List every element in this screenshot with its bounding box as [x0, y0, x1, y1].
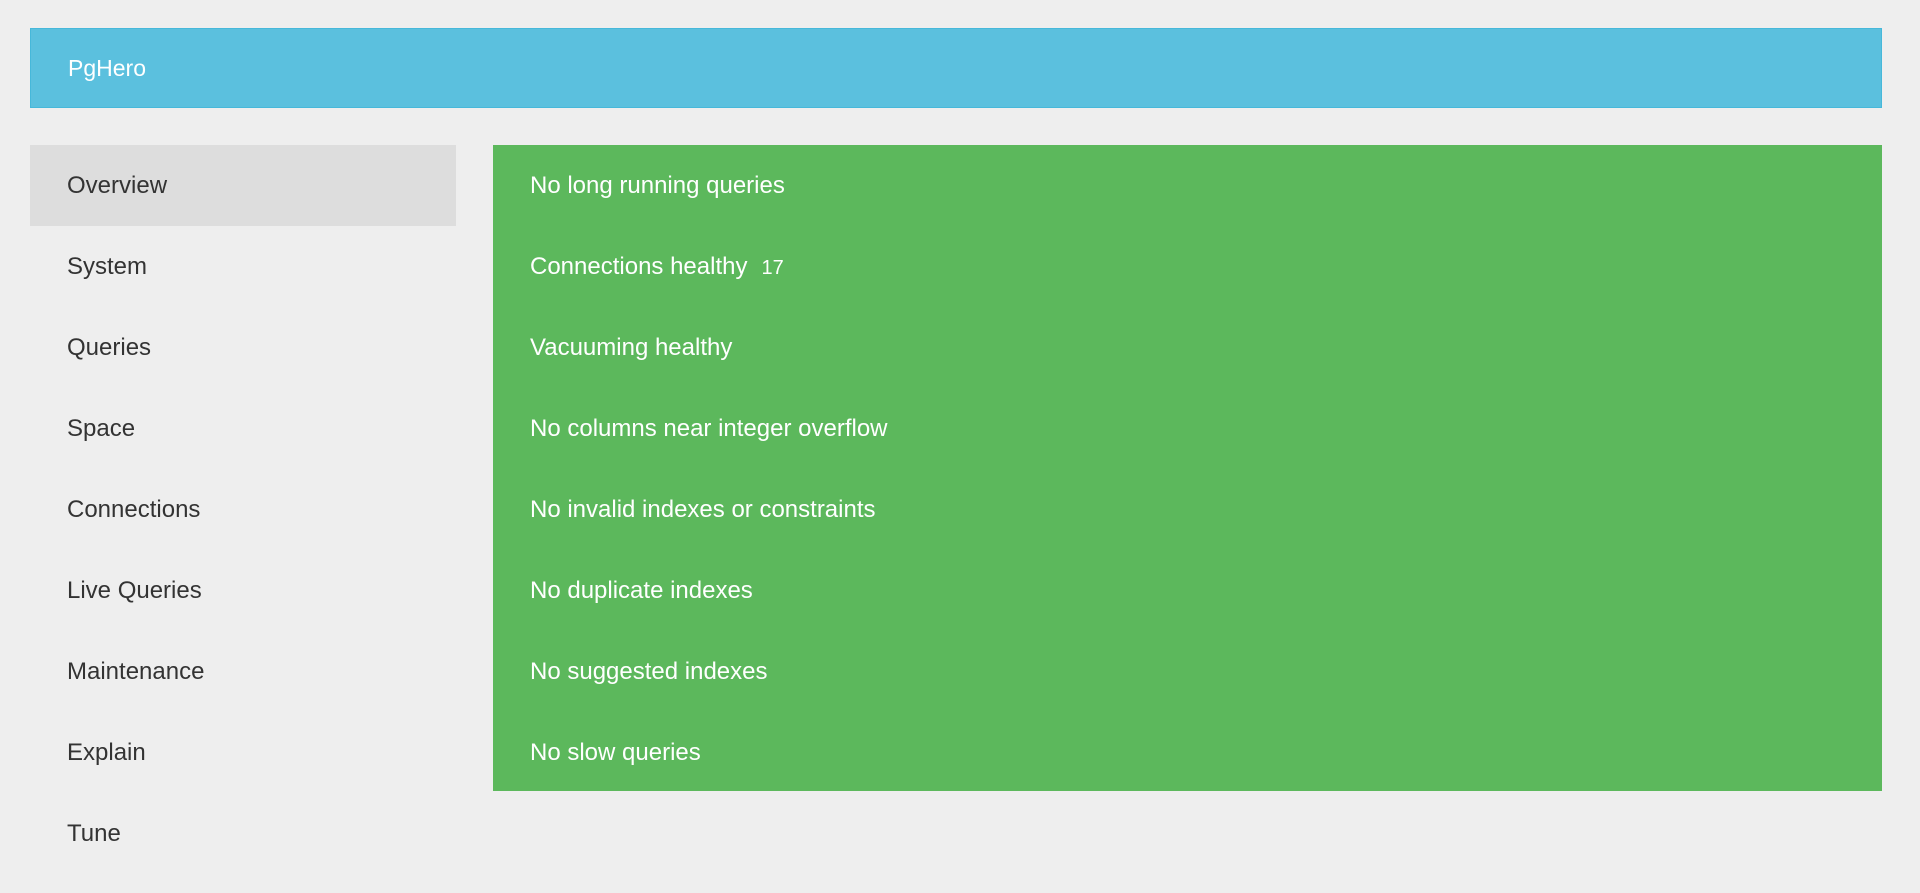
sidebar-item-connections[interactable]: Connections	[67, 496, 201, 523]
check-label: No columns near integer overflow	[530, 415, 888, 442]
sidebar-item-tune[interactable]: Tune	[67, 820, 121, 847]
check-long-running-queries: No long running queries	[493, 145, 1882, 226]
sidebar-item-live-queries[interactable]: Live Queries	[67, 577, 202, 604]
connections-count-badge: 17	[761, 257, 784, 279]
check-label: Vacuuming healthy	[530, 334, 733, 361]
check-invalid-indexes: No invalid indexes or constraints	[493, 469, 1882, 550]
check-vacuuming: Vacuuming healthy	[493, 307, 1882, 388]
check-label: No slow queries	[530, 739, 701, 766]
sidebar-item-maintenance[interactable]: Maintenance	[67, 658, 205, 685]
sidebar-item-explain[interactable]: Explain	[67, 739, 146, 766]
sidebar-nav: Overview System Queries Space Connection…	[30, 145, 456, 874]
check-label: Connections healthy	[530, 253, 748, 280]
check-integer-overflow: No columns near integer overflow	[493, 388, 1882, 469]
health-checks-panel: No long running queries Connections heal…	[493, 145, 1882, 791]
top-navbar: PgHero	[30, 28, 1882, 108]
sidebar-item-space[interactable]: Space	[67, 415, 136, 442]
check-slow-queries: No slow queries	[493, 712, 1882, 793]
check-suggested-indexes: No suggested indexes	[493, 631, 1882, 712]
check-label: No invalid indexes or constraints	[530, 496, 876, 523]
check-label: No long running queries	[530, 172, 785, 199]
brand-link[interactable]: PgHero	[68, 55, 146, 81]
check-duplicate-indexes: No duplicate indexes	[493, 550, 1882, 631]
sidebar-item-system[interactable]: System	[67, 253, 148, 280]
check-connections: Connections healthy 17	[493, 226, 1882, 307]
check-label: No suggested indexes	[530, 658, 768, 685]
sidebar-item-overview[interactable]: Overview	[30, 145, 456, 226]
sidebar-item-queries[interactable]: Queries	[67, 334, 152, 361]
check-label: No duplicate indexes	[530, 577, 753, 604]
